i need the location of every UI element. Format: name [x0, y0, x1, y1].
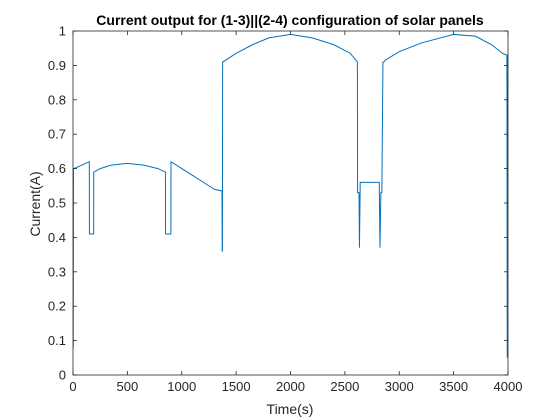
y-tick-label: 0 [59, 368, 66, 383]
y-tick-label: 0.7 [48, 127, 66, 142]
series-line-0 [73, 33, 508, 358]
x-tick-label: 1000 [167, 379, 196, 394]
x-tick-label: 4000 [494, 379, 523, 394]
y-axis-label: Current(A) [27, 171, 43, 236]
y-tick-label: 0.5 [48, 196, 66, 211]
y-tick-label: 1 [59, 24, 66, 39]
x-tick-label: 500 [117, 379, 139, 394]
y-tick-label: 0.1 [48, 333, 66, 348]
x-tick-label: 2500 [330, 379, 359, 394]
y-tick-label: 0.3 [48, 264, 66, 279]
x-tick-label: 2000 [276, 379, 305, 394]
y-tick-label: 0.8 [48, 92, 66, 107]
y-tick-label: 0.9 [48, 58, 66, 73]
x-tick-label: 1500 [222, 379, 251, 394]
x-tick-label: 3500 [439, 379, 468, 394]
y-tick-label: 0.6 [48, 161, 66, 176]
x-axis-label: Time(s) [267, 401, 314, 417]
y-tick-label: 0.2 [48, 299, 66, 314]
x-tick-label: 3000 [385, 379, 414, 394]
y-tick-label: 0.4 [48, 230, 66, 245]
x-tick-label: 0 [69, 379, 76, 394]
chart-title: Current output for (1-3)||(2-4) configur… [96, 12, 484, 28]
axis-ticks: 0 500 1000 1500 2000 2500 3000 3500 4000 0 0.1 0.2 0… [48, 24, 523, 395]
